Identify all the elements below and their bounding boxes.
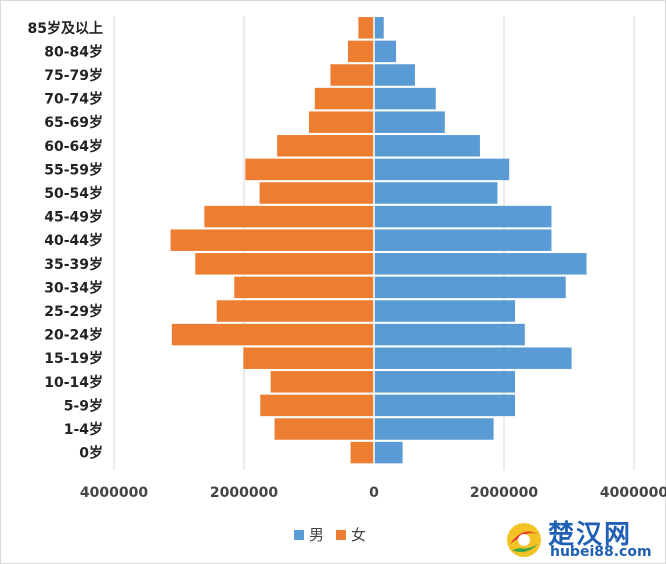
bar-female-6 [245, 158, 374, 181]
bar-male-14 [374, 347, 572, 369]
bar-female-14 [243, 347, 374, 369]
bar-female-12 [216, 300, 374, 322]
legend-swatch-male [294, 529, 304, 540]
bar-female-18 [350, 441, 374, 464]
category-label-11: 30-34岁 [44, 279, 103, 296]
category-label-1: 80-84岁 [44, 43, 103, 60]
category-label-15: 10-14岁 [44, 374, 103, 391]
bar-male-15 [374, 371, 516, 393]
legend-label-male: 男 [309, 526, 325, 544]
bar-male-17 [374, 418, 494, 440]
category-label-2: 75-79岁 [44, 67, 103, 84]
watermark-url: hubei88.com [550, 544, 652, 560]
category-label-7: 50-54岁 [44, 185, 103, 202]
category-label-13: 20-24岁 [44, 327, 103, 344]
legend-label-female: 女 [351, 526, 367, 544]
bar-male-12 [374, 300, 516, 322]
legend-swatch-female [336, 529, 347, 540]
x-tick-label-2: 0 [369, 485, 379, 501]
bar-male-0 [374, 17, 384, 39]
bar-female-11 [234, 276, 374, 299]
bar-male-13 [374, 323, 525, 346]
bar-male-10 [374, 253, 587, 275]
bar-male-16 [374, 394, 516, 417]
x-tick-label-1: 2000000 [210, 485, 278, 501]
bar-male-6 [374, 158, 510, 181]
category-label-17: 1-4岁 [64, 421, 103, 438]
bar-female-5 [277, 135, 374, 157]
bar-female-13 [171, 323, 374, 346]
legend: 男 女 [294, 524, 372, 545]
bar-female-8 [204, 205, 374, 228]
category-label-8: 45-49岁 [44, 209, 103, 226]
bar-male-18 [374, 441, 403, 464]
category-label-10: 35-39岁 [44, 256, 103, 273]
category-label-9: 40-44岁 [44, 232, 103, 249]
watermark-logo: 楚汉网 hubei88.com [502, 514, 664, 562]
category-label-14: 15-19岁 [44, 350, 103, 367]
bar-male-9 [374, 229, 552, 251]
category-label-0: 85岁及以上 [28, 20, 103, 37]
watermark-title: 楚汉网 [548, 520, 633, 550]
bar-female-0 [358, 17, 374, 39]
x-tick-label-4: 4000000 [600, 485, 666, 501]
x-tick-label-3: 2000000 [470, 485, 538, 501]
site-logo-icon [507, 523, 541, 557]
legend-item-female: 女 [336, 524, 366, 545]
category-label-6: 55-59岁 [44, 161, 103, 178]
bar-female-4 [309, 111, 374, 133]
bar-female-7 [259, 182, 374, 204]
bar-female-3 [314, 87, 374, 110]
bar-female-9 [170, 229, 374, 251]
bar-male-7 [374, 182, 498, 204]
category-label-4: 65-69岁 [44, 114, 103, 131]
bar-female-16 [260, 394, 374, 417]
category-label-12: 25-29岁 [44, 303, 103, 320]
bar-female-17 [274, 418, 374, 440]
category-label-18: 0岁 [79, 445, 103, 462]
bar-female-1 [348, 40, 374, 63]
category-label-3: 70-74岁 [44, 91, 103, 108]
bar-male-4 [374, 111, 445, 133]
category-label-16: 5-9岁 [64, 397, 103, 414]
x-tick-label-0: 4000000 [80, 485, 148, 501]
bar-female-10 [195, 253, 374, 275]
bar-male-3 [374, 87, 436, 110]
bar-male-11 [374, 276, 566, 299]
bar-male-1 [374, 40, 397, 63]
bar-male-2 [374, 64, 415, 86]
bar-male-8 [374, 205, 552, 228]
bar-male-5 [374, 135, 480, 157]
bar-female-15 [270, 371, 374, 393]
category-label-5: 60-64岁 [44, 138, 103, 155]
legend-item-male: 男 [294, 524, 324, 545]
bar-female-2 [330, 64, 374, 86]
